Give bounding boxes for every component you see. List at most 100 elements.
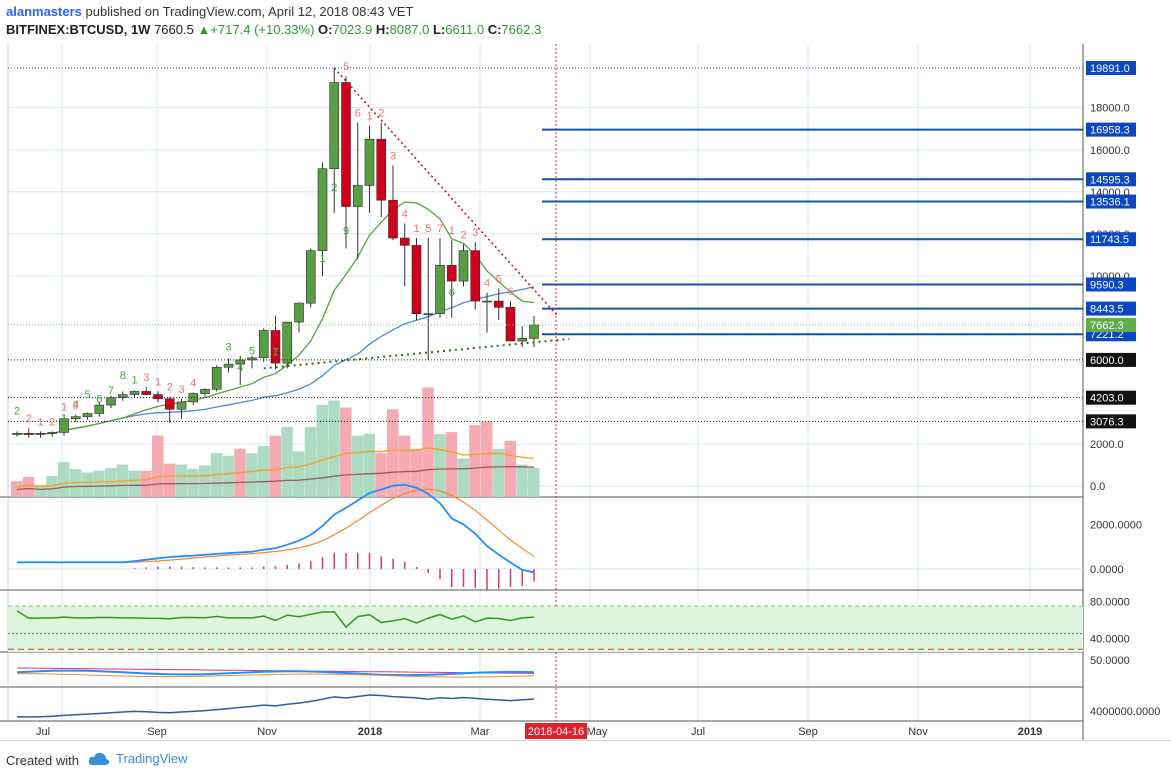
candle-body xyxy=(47,432,58,434)
candle-body xyxy=(153,394,163,400)
symbol-label[interactable]: BITFINEX:BTCUSD, 1W xyxy=(6,22,151,37)
downtrend-line xyxy=(333,67,559,317)
rsi-axis-label: 40.0000 xyxy=(1090,633,1130,645)
td-count-green: 2 xyxy=(296,302,302,314)
rsi-axis-label: 80.0000 xyxy=(1090,597,1130,609)
td-count-green: 5 xyxy=(85,389,91,401)
volume-bar xyxy=(504,440,516,497)
td-count-green: 9 xyxy=(343,226,349,238)
low-value: 6611.0 xyxy=(445,22,485,37)
volume-bar xyxy=(328,400,340,497)
level-price-tag: 8443.5 xyxy=(1090,304,1124,316)
price-axis-label: 16000.0 xyxy=(1090,145,1130,157)
td-count-red: 1 xyxy=(155,376,161,388)
volume-bar xyxy=(128,470,140,497)
td-count-red: 2 xyxy=(73,400,79,412)
pane3-main-line xyxy=(16,669,535,677)
candle-body xyxy=(470,250,481,302)
pane4-axis-label: 4000000.0000 xyxy=(1090,706,1160,718)
volume-ma-slow-line xyxy=(16,465,535,491)
volume-bar xyxy=(340,407,352,497)
volume-bar xyxy=(199,465,211,497)
open-value: 7023.9 xyxy=(332,22,373,37)
candle-body xyxy=(200,389,210,394)
x-axis-label: Sep xyxy=(147,726,167,738)
candle-body xyxy=(493,300,504,308)
candle-body xyxy=(399,237,410,246)
volume-bar xyxy=(175,464,187,497)
tradingview-link[interactable]: TradingView xyxy=(88,751,188,766)
volume-bar xyxy=(163,463,176,497)
open-label: O: xyxy=(318,22,333,37)
volume-bar xyxy=(11,481,23,497)
td-count-red: 1 xyxy=(38,416,44,428)
chart-header: alanmasters published on TradingView.com… xyxy=(0,0,1171,44)
candle-body xyxy=(364,138,375,186)
td-count-green: 8 xyxy=(120,370,126,382)
volume-bar xyxy=(375,453,387,497)
volume-bar xyxy=(22,476,35,497)
dotted-level-price-tag: 3076.3 xyxy=(1090,416,1124,428)
td-count-green: 6 xyxy=(449,287,455,299)
rsi-band xyxy=(8,606,1083,652)
td-count-red: 1 xyxy=(414,223,420,235)
level-price-tag: 16958.3 xyxy=(1090,125,1130,137)
candle-body xyxy=(223,363,234,368)
td-count-green: 2 xyxy=(331,182,337,194)
level-price-tag: 7221.2 xyxy=(1090,329,1124,341)
volume-bar xyxy=(105,468,117,497)
td-count-red: 4 xyxy=(484,278,490,290)
up-arrow-icon: ▲ xyxy=(197,22,211,37)
candle-body xyxy=(317,168,328,251)
candle-body xyxy=(35,433,46,435)
td-count-green: 1 xyxy=(273,346,279,358)
volume-bar xyxy=(410,448,422,497)
volume-bar xyxy=(363,433,375,497)
current-price-tag-bg xyxy=(1086,317,1136,332)
volume-bar xyxy=(528,468,540,497)
td-count-red: 4 xyxy=(402,208,408,220)
author-link[interactable]: alanmasters xyxy=(6,4,82,19)
td-count-green: 5 xyxy=(249,345,255,357)
x-axis-label: May xyxy=(587,726,608,738)
volume-bar xyxy=(34,484,46,497)
x-axis-label: 2018 xyxy=(358,726,382,738)
volume-bar xyxy=(152,435,164,497)
td-count-red: 3 xyxy=(179,384,185,396)
x-axis-label: Jul xyxy=(36,726,50,738)
candle-body xyxy=(376,138,387,201)
volume-bar xyxy=(351,435,364,497)
current-price-tag: 7662.3 xyxy=(1090,320,1124,332)
td-count-red: 5 xyxy=(496,273,502,285)
level-price-tag-bg xyxy=(1086,301,1136,316)
pane3-axis-label: 50.0000 xyxy=(1090,655,1130,667)
td-count-red: 1 xyxy=(61,402,67,414)
td-count-red: 3 xyxy=(390,151,396,163)
candle-body xyxy=(423,313,434,315)
volume-bar xyxy=(434,433,446,497)
price-axis-label: 18000.0 xyxy=(1090,103,1130,115)
candle-body xyxy=(352,185,363,207)
volume-bar xyxy=(140,470,152,497)
td-count-green: 4 xyxy=(73,399,79,411)
candle-body xyxy=(129,391,140,395)
level-price-tag: 14595.3 xyxy=(1090,174,1130,186)
volume-bar xyxy=(481,421,493,497)
candle-body xyxy=(176,401,187,410)
candle-body xyxy=(12,433,22,435)
level-price-tag-bg xyxy=(1086,194,1136,209)
date-marker-tag-bg xyxy=(525,723,587,739)
candle-body xyxy=(458,250,469,282)
td-count-red: 2 xyxy=(378,107,384,119)
candle-body xyxy=(529,324,539,339)
ma-fast-line xyxy=(16,201,535,435)
x-axis-label: Mar xyxy=(471,726,490,738)
volume-bar xyxy=(269,435,281,497)
level-price-tag-bg xyxy=(1086,122,1136,137)
candle-body xyxy=(270,330,281,364)
volume-bar xyxy=(58,461,70,497)
volume-bar xyxy=(281,426,293,497)
td-count-green: 4 xyxy=(237,362,243,374)
high-value: 8087.0 xyxy=(389,22,430,37)
candle-body xyxy=(59,418,69,433)
